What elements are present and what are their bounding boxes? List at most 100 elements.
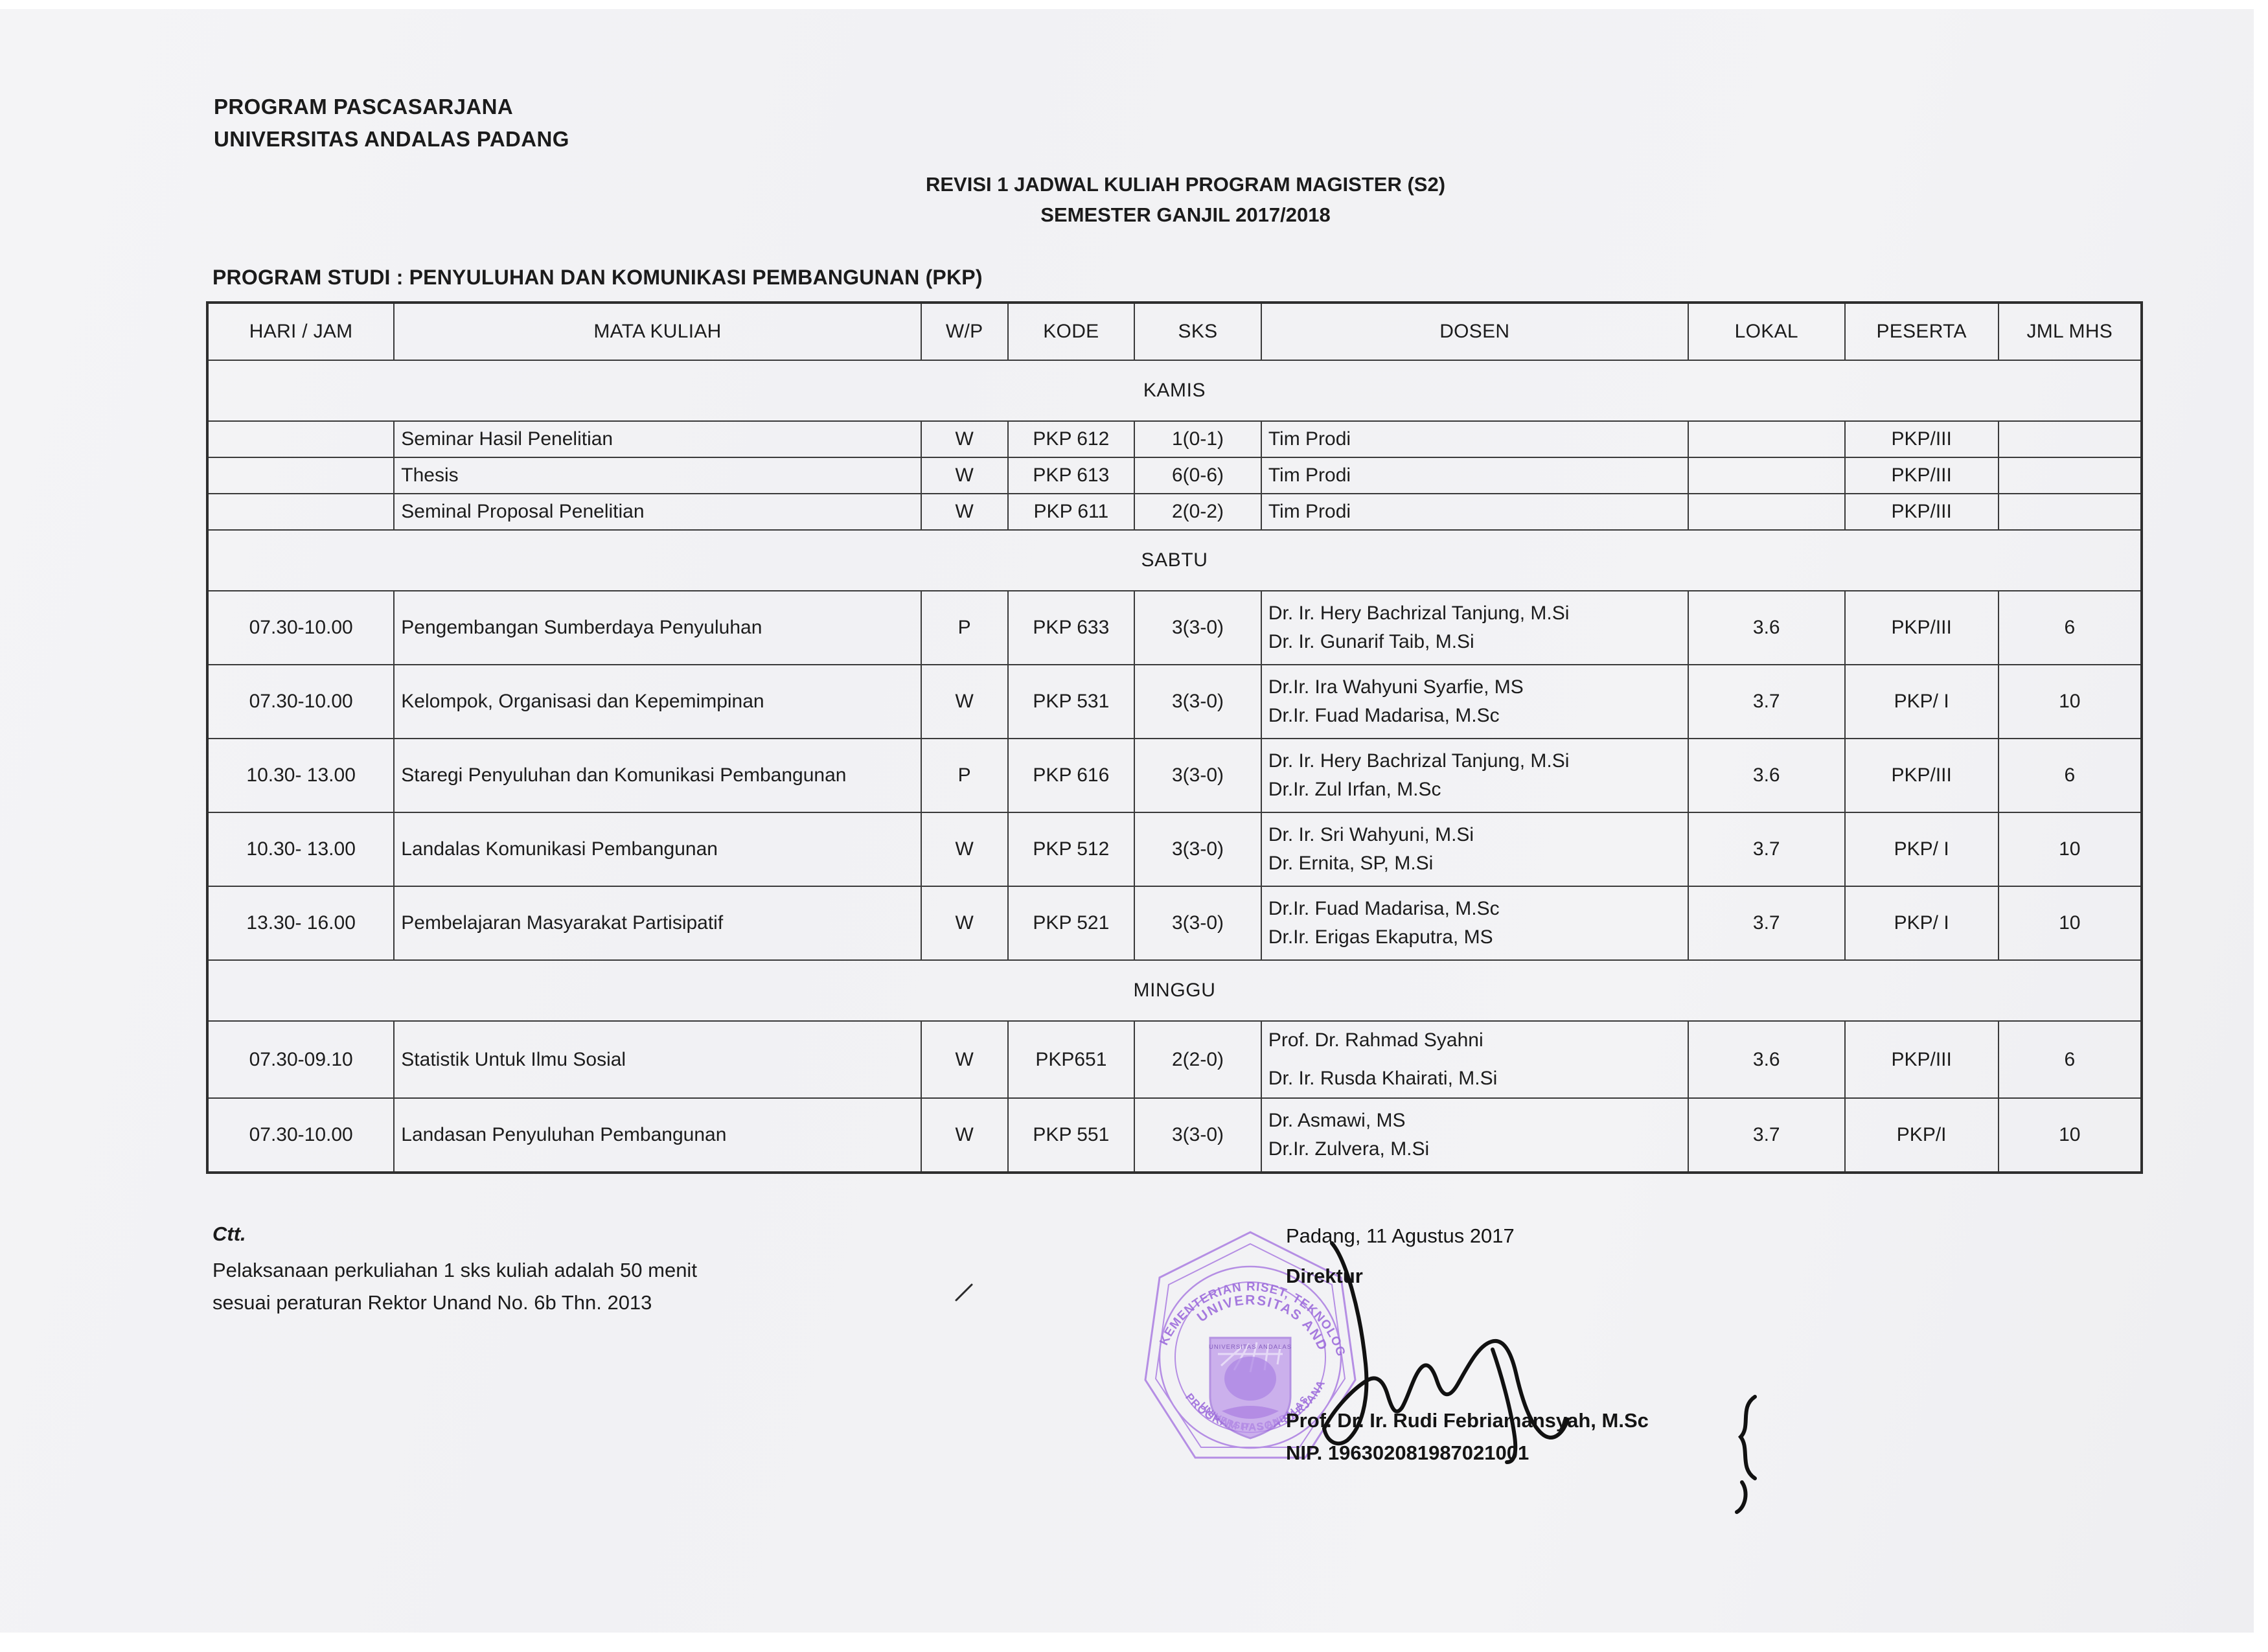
cell-peserta: PKP/I <box>1844 1097 1999 1173</box>
schedule-table-body: KAMIS Seminar Hasil Penelitian W PKP 612 1(0… <box>206 360 2143 1173</box>
footnote-heading: Ctt. <box>212 1222 246 1245</box>
cell-sks: 3(3-0) <box>1134 664 1262 739</box>
cell-sks: 2(2-0) <box>1134 1020 1262 1099</box>
cell-time: 10.30- 13.00 <box>206 812 395 887</box>
cell-peserta: PKP/III <box>1844 1020 1999 1099</box>
cell-kode: PKP 613 <box>1007 457 1136 494</box>
footnote: Ctt. Pelaksanaan perkuliahan 1 sks kulia… <box>212 1218 697 1320</box>
cell-dosen: Dr. Asmawi, MS Dr.Ir. Zulvera, M.Si <box>1260 1097 1689 1173</box>
table-row: Thesis W PKP 613 6(0-6) Tim Prodi PKP/III <box>206 457 2143 494</box>
col-header-wp: W/P <box>920 302 1009 361</box>
signature-role: Direktur <box>1286 1265 1363 1287</box>
letterhead-line-2: UNIVERSITAS ANDALAS PADANG <box>214 127 569 152</box>
document-title: REVISI 1 JADWAL KULIAH PROGRAM MAGISTER … <box>862 170 1509 230</box>
cell-dosen: Tim Prodi <box>1260 420 1689 458</box>
col-header-kode: KODE <box>1007 302 1136 361</box>
cell-wp: W <box>920 812 1009 887</box>
cell-course: Seminar Hasil Penelitian <box>393 420 922 458</box>
cell-time: 07.30-10.00 <box>206 1097 395 1173</box>
cell-lokal: 3.7 <box>1687 1097 1846 1173</box>
table-row: 13.30- 16.00 Pembelajaran Masyarakat Part… <box>206 886 2143 961</box>
cell-wp: P <box>920 738 1009 813</box>
signature-nip: NIP. 196302081987021001 <box>1286 1441 1529 1464</box>
cell-kode: PKP 551 <box>1007 1097 1136 1173</box>
dosen-line-2: Dr.Ir. Zulvera, M.Si <box>1268 1138 1430 1160</box>
cell-sks: 3(3-0) <box>1134 738 1262 813</box>
dosen-line-1: Dr. Ir. Sri Wahyuni, M.Si <box>1268 824 1474 846</box>
pen-tick-mark <box>952 1279 978 1305</box>
col-header-lokal: LOKAL <box>1687 302 1846 361</box>
cell-lokal <box>1687 420 1846 458</box>
paper-edge-right <box>2254 0 2268 1652</box>
footnote-line-2: sesuai peraturan Rektor Unand No. 6b Thn… <box>212 1291 652 1314</box>
col-header-mata-kuliah: MATA KULIAH <box>393 302 922 361</box>
table-row: Seminar Hasil Penelitian W PKP 612 1(0-1) Ti… <box>206 420 2143 458</box>
cell-jml <box>1997 420 2143 458</box>
cell-wp: W <box>920 1097 1009 1173</box>
paper-edge-top <box>0 0 2268 9</box>
cell-sks: 3(3-0) <box>1134 886 1262 961</box>
cell-jml: 10 <box>1997 1097 2143 1173</box>
cell-lokal: 3.7 <box>1687 664 1846 739</box>
table-row: 07.30-10.00 Landasan Penyuluhan Pembangun… <box>206 1097 2143 1173</box>
dosen-line-2: Dr.Ir. Zul Irfan, M.Sc <box>1268 779 1441 800</box>
cell-peserta: PKP/III <box>1844 590 1999 665</box>
cell-course: Seminal Proposal Penelitian <box>393 493 922 531</box>
cell-kode: PKP 616 <box>1007 738 1136 813</box>
cell-dosen: Tim Prodi <box>1260 457 1689 494</box>
cell-jml: 10 <box>1997 886 2143 961</box>
dosen-line-2: Dr. Ernita, SP, M.Si <box>1268 853 1434 874</box>
table-row: 10.30- 13.00 Landalas Komunikasi Pembangu… <box>206 812 2143 887</box>
cell-jml <box>1997 457 2143 494</box>
table-row: 10.30- 13.00 Staregi Penyuluhan dan Komun… <box>206 738 2143 813</box>
day-name-kamis: KAMIS <box>206 360 2143 422</box>
cell-course: Statistik Untuk Ilmu Sosial <box>393 1020 922 1099</box>
cell-lokal: 3.6 <box>1687 1020 1846 1099</box>
table-row: 07.30-09.10 Statistik Untuk Ilmu Sosial W P… <box>206 1020 2143 1099</box>
cell-peserta: PKP/III <box>1844 738 1999 813</box>
cell-wp: P <box>920 590 1009 665</box>
cell-sks: 2(0-2) <box>1134 493 1262 531</box>
cell-jml: 10 <box>1997 664 2143 739</box>
cell-time: 10.30- 13.00 <box>206 738 395 813</box>
cell-sks: 1(0-1) <box>1134 420 1262 458</box>
svg-text:UNIVERSITAS ANDALAS: UNIVERSITAS ANDALAS <box>1209 1344 1292 1351</box>
schedule-table-head: HARI / JAM MATA KULIAH W/P KODE SKS DOSE… <box>206 302 2143 361</box>
cell-sks: 3(3-0) <box>1134 812 1262 887</box>
cell-time <box>206 493 395 531</box>
paper-edge-bottom <box>0 1633 2268 1652</box>
table-header-row: HARI / JAM MATA KULIAH W/P KODE SKS DOSE… <box>206 302 2143 361</box>
cell-time: 13.30- 16.00 <box>206 886 395 961</box>
table-row: 07.30-10.00 Pengembangan Sumberdaya Penyu… <box>206 590 2143 665</box>
dosen-line-2: Dr. Ir. Rusda Khairati, M.Si <box>1268 1067 1498 1089</box>
signature-name: Prof. Dr. Ir. Rudi Febriamansyah, M.Sc <box>1286 1409 1649 1432</box>
cell-kode: PKP 611 <box>1007 493 1136 531</box>
cell-course: Thesis <box>393 457 922 494</box>
cell-kode: PKP 531 <box>1007 664 1136 739</box>
cell-sks: 3(3-0) <box>1134 590 1262 665</box>
program-studi-label: PROGRAM STUDI : PENYULUHAN DAN KOMUNIKAS… <box>212 266 983 289</box>
cell-jml: 6 <box>1997 738 2143 813</box>
col-header-peserta: PESERTA <box>1844 302 1999 361</box>
cell-peserta: PKP/ I <box>1844 812 1999 887</box>
cell-jml: 10 <box>1997 812 2143 887</box>
cell-peserta: PKP/ I <box>1844 886 1999 961</box>
day-name-minggu: MINGGU <box>206 959 2143 1022</box>
title-line-1: REVISI 1 JADWAL KULIAH PROGRAM MAGISTER … <box>925 173 1446 196</box>
schedule-table-wrapper: HARI / JAM MATA KULIAH W/P KODE SKS DOSE… <box>206 301 2143 1174</box>
cell-course: Staregi Penyuluhan dan Komunikasi Pemban… <box>393 738 922 813</box>
col-header-dosen: DOSEN <box>1260 302 1689 361</box>
col-header-jml-mhs: JML MHS <box>1997 302 2143 361</box>
dosen-line-2: Dr.Ir. Fuad Madarisa, M.Sc <box>1268 705 1500 726</box>
cell-kode: PKP 512 <box>1007 812 1136 887</box>
cell-time: 07.30-10.00 <box>206 664 395 739</box>
cell-time <box>206 420 395 458</box>
cell-lokal: 3.7 <box>1687 886 1846 961</box>
official-stamp: KEMENTERIAN RISET, TEKNOLOGI, DAN PENDID… <box>1121 1206 1373 1477</box>
cell-dosen: Prof. Dr. Rahmad Syahni Dr. Ir. Rusda Kha… <box>1260 1020 1689 1099</box>
handwritten-brace-mark <box>1726 1393 1772 1516</box>
cell-lokal <box>1687 493 1846 531</box>
dosen-line-1: Prof. Dr. Rahmad Syahni <box>1268 1029 1483 1051</box>
cell-jml: 6 <box>1997 590 2143 665</box>
cell-wp: W <box>920 420 1009 458</box>
